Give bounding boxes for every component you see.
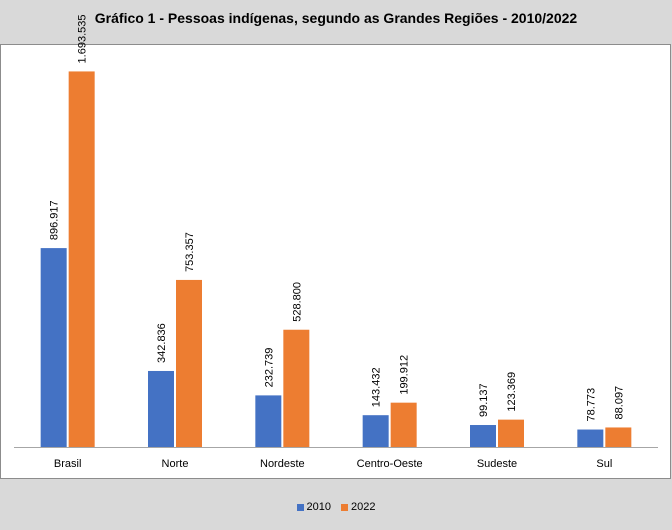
data-label-2022-sul: 88.097 — [613, 386, 625, 420]
data-label-2022-norte: 753.357 — [184, 232, 196, 272]
legend: 2010 2022 — [0, 501, 672, 513]
bar-2010-sudeste — [470, 425, 496, 447]
category-label-sul: Sul — [596, 458, 612, 470]
data-label-2010-norte: 342.836 — [156, 323, 168, 363]
bar-chart: 896.917 1.693.535 Brasil 342.836 753.357 Nort… — [14, 14, 658, 470]
bar-2022-brasil — [68, 71, 95, 447]
bar-2022-norte — [176, 279, 202, 447]
bar-2010-nordeste — [255, 395, 282, 447]
legend-item-2010: 2010 — [296, 501, 331, 513]
bar-2010-sul — [577, 429, 604, 447]
bar-2010-centro-oeste — [362, 415, 389, 447]
data-label-2010-centro-oeste: 143.432 — [371, 367, 383, 407]
legend-item-2022: 2022 — [341, 501, 375, 513]
legend-swatch-2010 — [296, 503, 304, 511]
bar-2022-centro-oeste — [390, 402, 417, 447]
bar-2010-brasil — [40, 248, 67, 447]
category-label-centro-oeste: Centro-Oeste — [357, 458, 423, 470]
data-label-2022-brasil: 1.693.535 — [77, 14, 89, 63]
chart-title: Gráfico 1 - Pessoas indígenas, segundo a… — [94, 10, 578, 26]
legend-swatch-2022 — [341, 503, 348, 511]
data-label-2022-nordeste: 528.800 — [291, 282, 303, 322]
category-label-nordeste: Nordeste — [260, 458, 305, 470]
bar-2022-sul — [605, 427, 632, 447]
bar-2022-nordeste — [283, 329, 310, 447]
legend-label-2010: 2010 — [306, 501, 331, 513]
legend-label-2022: 2022 — [351, 501, 376, 513]
plot-area — [0, 44, 671, 479]
bar-2010-norte — [148, 370, 174, 447]
category-label-sudeste: Sudeste — [477, 458, 517, 470]
data-label-2010-sudeste: 99.137 — [478, 383, 490, 417]
category-label-brasil: Brasil — [54, 458, 82, 470]
bar-2022-sudeste — [498, 419, 524, 447]
data-label-2010-brasil: 896.917 — [49, 200, 61, 240]
data-label-2010-nordeste: 232.739 — [263, 348, 275, 388]
data-label-2022-centro-oeste: 199.912 — [399, 355, 411, 395]
data-label-2010-sul: 78.773 — [585, 388, 597, 422]
data-label-2022-sudeste: 123.369 — [506, 372, 518, 412]
category-label-norte: Norte — [162, 458, 189, 470]
